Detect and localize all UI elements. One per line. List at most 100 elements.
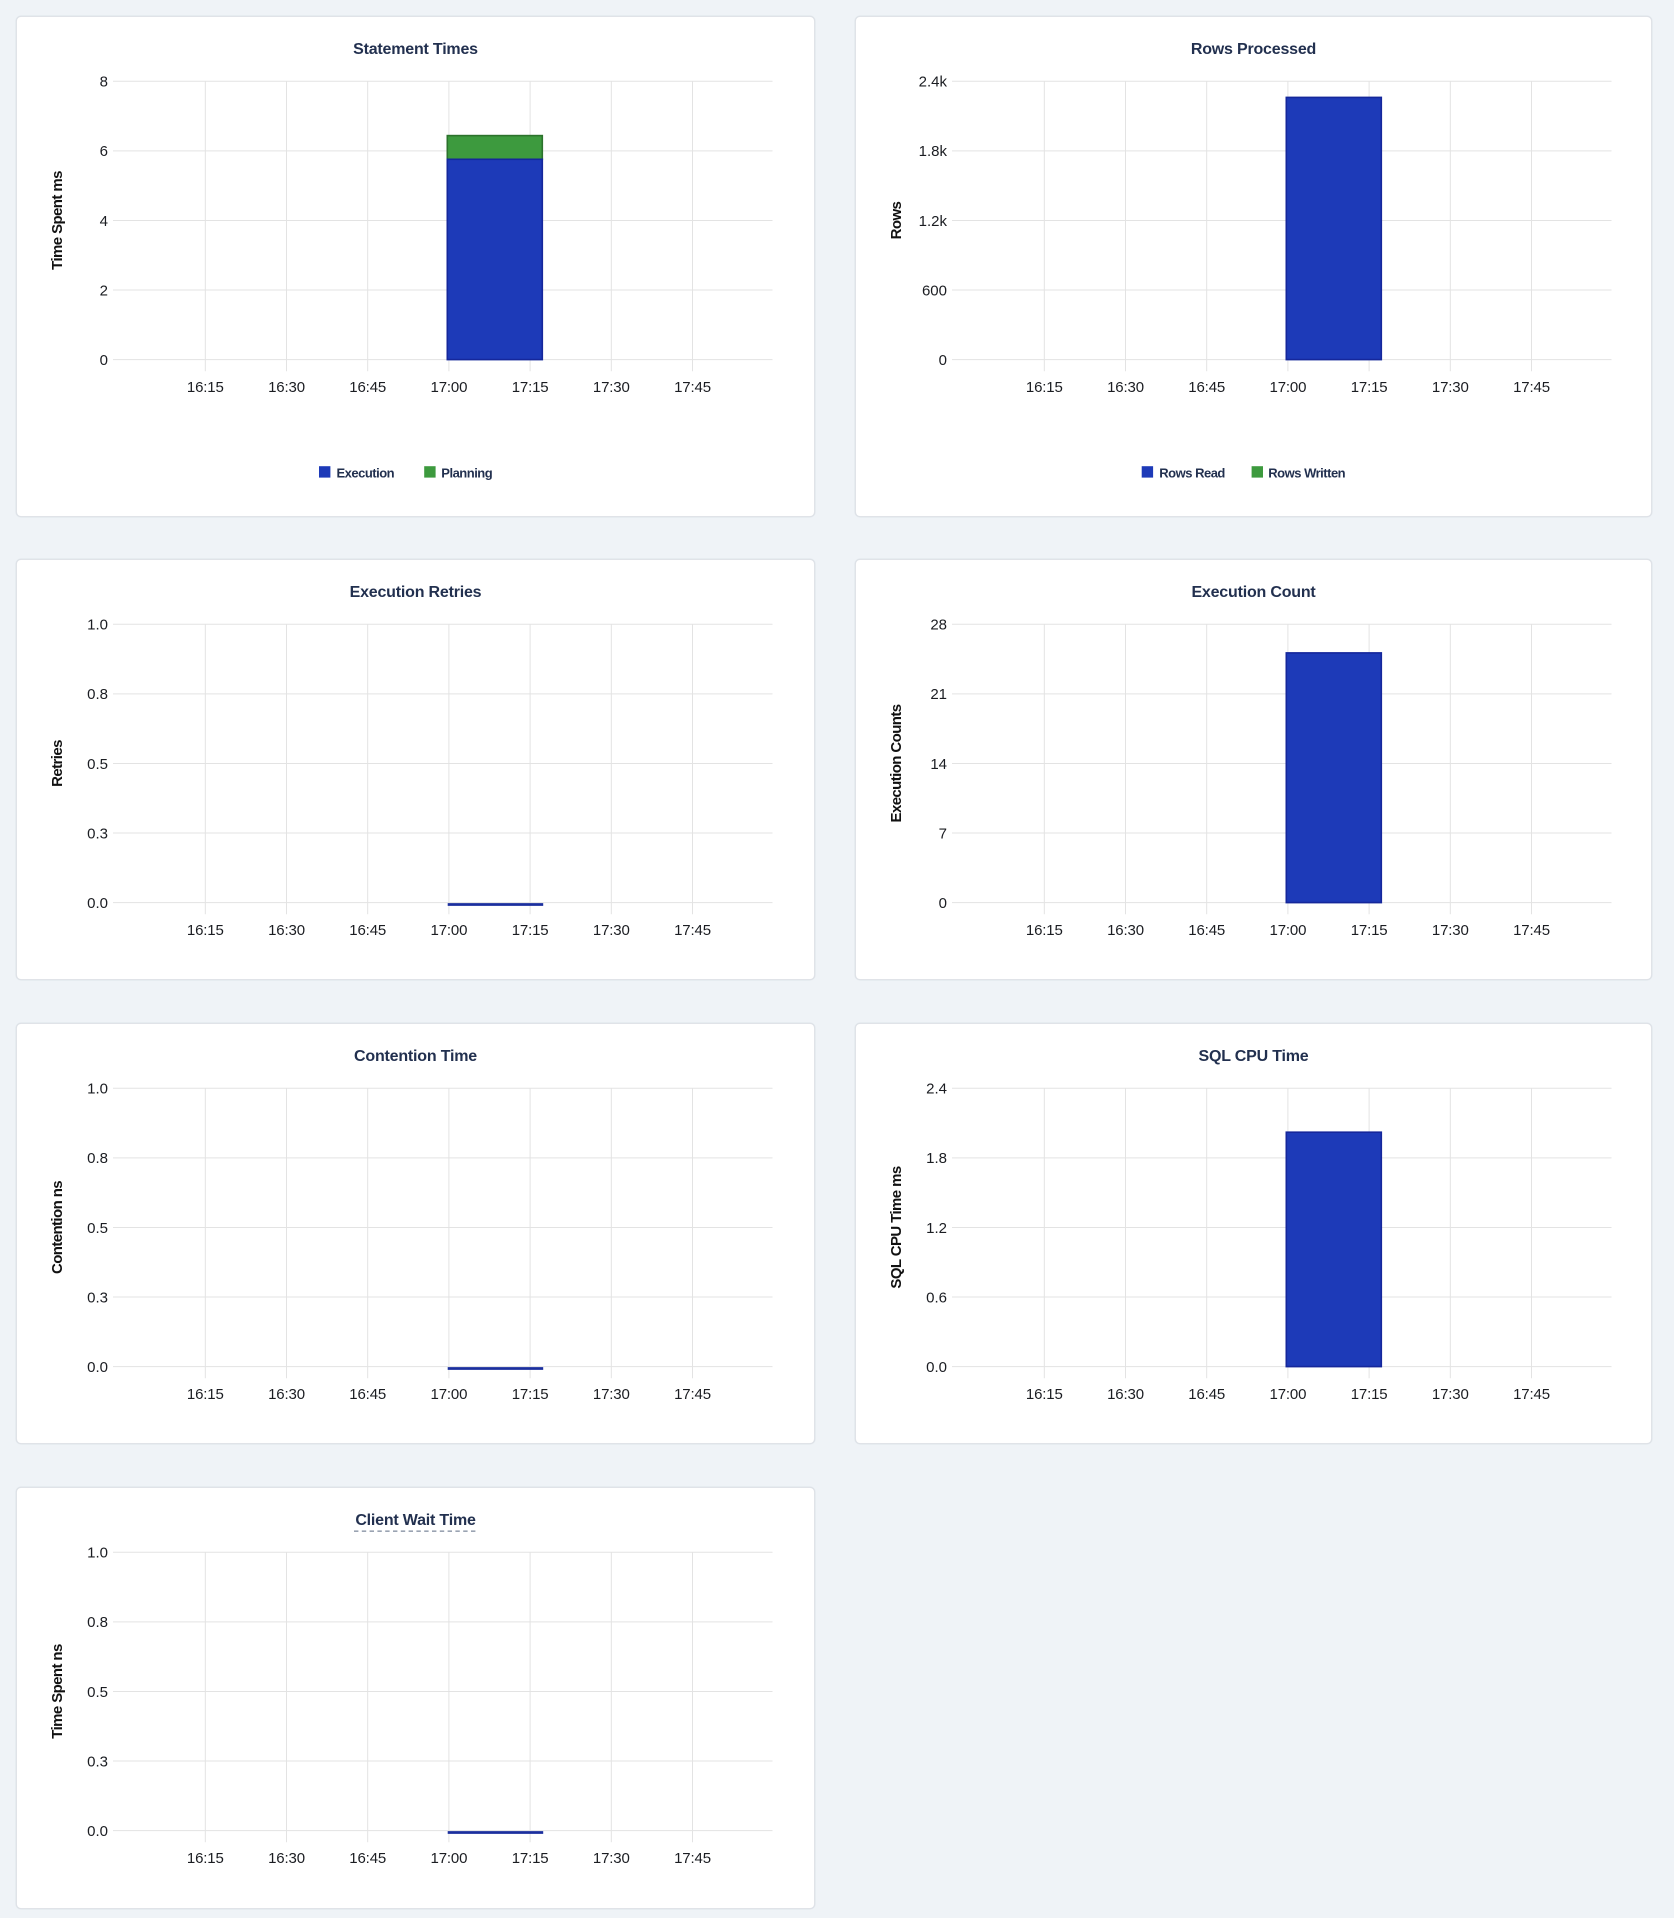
svg-text:SQL CPU Time ms: SQL CPU Time ms xyxy=(888,1166,905,1288)
svg-text:16:15: 16:15 xyxy=(187,922,224,939)
svg-text:Retries: Retries xyxy=(49,739,66,786)
svg-text:1.8k: 1.8k xyxy=(919,143,948,160)
svg-text:17:45: 17:45 xyxy=(674,1850,711,1867)
svg-text:17:00: 17:00 xyxy=(1270,922,1307,939)
svg-text:17:00: 17:00 xyxy=(431,1386,468,1403)
svg-text:16:15: 16:15 xyxy=(1026,379,1063,396)
svg-text:0.8: 0.8 xyxy=(87,1150,108,1167)
svg-text:Contention ns: Contention ns xyxy=(49,1180,66,1273)
svg-text:16:45: 16:45 xyxy=(349,922,386,939)
svg-text:16:45: 16:45 xyxy=(1188,1386,1225,1403)
svg-text:17:30: 17:30 xyxy=(1432,379,1469,396)
svg-text:0.3: 0.3 xyxy=(87,825,108,842)
svg-text:Time Spent ms: Time Spent ms xyxy=(49,171,66,270)
svg-text:0: 0 xyxy=(939,894,947,911)
svg-text:Execution Retries: Execution Retries xyxy=(350,583,482,600)
svg-text:17:30: 17:30 xyxy=(593,1386,630,1403)
svg-text:16:45: 16:45 xyxy=(1188,379,1225,396)
svg-text:16:30: 16:30 xyxy=(1107,922,1144,939)
svg-text:0.0: 0.0 xyxy=(926,1358,947,1375)
svg-text:Contention Time: Contention Time xyxy=(354,1047,477,1064)
svg-text:0.5: 0.5 xyxy=(87,1684,108,1701)
svg-text:16:45: 16:45 xyxy=(1188,922,1225,939)
svg-text:Client Wait Time: Client Wait Time xyxy=(355,1512,476,1529)
svg-text:1.0: 1.0 xyxy=(87,616,108,633)
svg-text:17:00: 17:00 xyxy=(431,379,468,396)
svg-text:17:45: 17:45 xyxy=(674,922,711,939)
svg-text:7: 7 xyxy=(939,825,947,842)
svg-text:16:45: 16:45 xyxy=(349,1386,386,1403)
svg-text:16:15: 16:15 xyxy=(1026,1386,1063,1403)
svg-text:600: 600 xyxy=(922,282,947,299)
svg-text:1.2: 1.2 xyxy=(926,1219,947,1236)
svg-text:Rows Processed: Rows Processed xyxy=(1191,41,1316,58)
svg-text:16:30: 16:30 xyxy=(268,379,305,396)
svg-text:14: 14 xyxy=(930,755,947,772)
svg-text:0: 0 xyxy=(939,352,947,369)
svg-text:17:45: 17:45 xyxy=(674,1386,711,1403)
svg-text:16:30: 16:30 xyxy=(268,1386,305,1403)
svg-text:Rows Written: Rows Written xyxy=(1268,465,1345,480)
svg-text:0.0: 0.0 xyxy=(87,1358,108,1375)
svg-text:16:45: 16:45 xyxy=(349,379,386,396)
svg-text:17:00: 17:00 xyxy=(431,922,468,939)
svg-text:17:30: 17:30 xyxy=(593,922,630,939)
svg-text:17:45: 17:45 xyxy=(674,379,711,396)
svg-text:17:45: 17:45 xyxy=(1513,922,1550,939)
svg-text:16:15: 16:15 xyxy=(187,1386,224,1403)
svg-text:1.0: 1.0 xyxy=(87,1080,108,1097)
svg-text:Execution: Execution xyxy=(337,465,395,480)
svg-text:0: 0 xyxy=(100,352,108,369)
svg-text:1.0: 1.0 xyxy=(87,1545,108,1562)
svg-text:Time Spent ns: Time Spent ns xyxy=(49,1644,66,1739)
svg-text:16:45: 16:45 xyxy=(349,1850,386,1867)
svg-text:28: 28 xyxy=(930,616,947,633)
svg-text:16:30: 16:30 xyxy=(1107,1386,1144,1403)
svg-text:Statement Times: Statement Times xyxy=(353,41,478,58)
svg-text:16:30: 16:30 xyxy=(268,922,305,939)
svg-text:16:15: 16:15 xyxy=(187,379,224,396)
svg-text:0.0: 0.0 xyxy=(87,1823,108,1840)
svg-text:17:00: 17:00 xyxy=(1270,1386,1307,1403)
svg-text:17:15: 17:15 xyxy=(1351,922,1388,939)
svg-text:0.3: 0.3 xyxy=(87,1753,108,1770)
svg-text:17:15: 17:15 xyxy=(512,922,549,939)
svg-text:0.6: 0.6 xyxy=(926,1289,947,1306)
svg-text:Rows Read: Rows Read xyxy=(1159,465,1225,480)
svg-text:Execution Count: Execution Count xyxy=(1191,583,1316,600)
svg-text:0.5: 0.5 xyxy=(87,755,108,772)
svg-text:17:15: 17:15 xyxy=(512,1386,549,1403)
svg-text:Planning: Planning xyxy=(441,465,492,480)
svg-text:SQL CPU Time: SQL CPU Time xyxy=(1199,1047,1309,1064)
svg-text:17:45: 17:45 xyxy=(1513,379,1550,396)
svg-text:8: 8 xyxy=(100,74,108,91)
svg-text:0.8: 0.8 xyxy=(87,1614,108,1631)
svg-text:6: 6 xyxy=(100,143,108,160)
svg-text:4: 4 xyxy=(100,213,108,230)
svg-text:17:15: 17:15 xyxy=(1351,1386,1388,1403)
svg-text:17:00: 17:00 xyxy=(431,1850,468,1867)
svg-text:21: 21 xyxy=(930,686,947,703)
svg-text:16:30: 16:30 xyxy=(1107,379,1144,396)
svg-text:17:45: 17:45 xyxy=(1513,1386,1550,1403)
svg-text:17:15: 17:15 xyxy=(512,379,549,396)
svg-text:Rows: Rows xyxy=(888,201,905,239)
svg-text:17:30: 17:30 xyxy=(593,1850,630,1867)
svg-text:17:30: 17:30 xyxy=(593,379,630,396)
svg-text:2.4k: 2.4k xyxy=(919,74,948,91)
svg-text:0.5: 0.5 xyxy=(87,1219,108,1236)
svg-text:1.2k: 1.2k xyxy=(919,213,948,230)
svg-text:2.4: 2.4 xyxy=(926,1080,947,1097)
svg-text:17:00: 17:00 xyxy=(1270,379,1307,396)
svg-text:0.0: 0.0 xyxy=(87,894,108,911)
svg-text:16:30: 16:30 xyxy=(268,1850,305,1867)
svg-text:16:15: 16:15 xyxy=(1026,922,1063,939)
svg-text:0.3: 0.3 xyxy=(87,1289,108,1306)
svg-text:17:15: 17:15 xyxy=(1351,379,1388,396)
svg-text:17:30: 17:30 xyxy=(1432,1386,1469,1403)
svg-text:1.8: 1.8 xyxy=(926,1150,947,1167)
svg-text:Execution Counts: Execution Counts xyxy=(888,704,905,822)
svg-text:17:15: 17:15 xyxy=(512,1850,549,1867)
svg-text:0.8: 0.8 xyxy=(87,686,108,703)
svg-text:17:30: 17:30 xyxy=(1432,922,1469,939)
